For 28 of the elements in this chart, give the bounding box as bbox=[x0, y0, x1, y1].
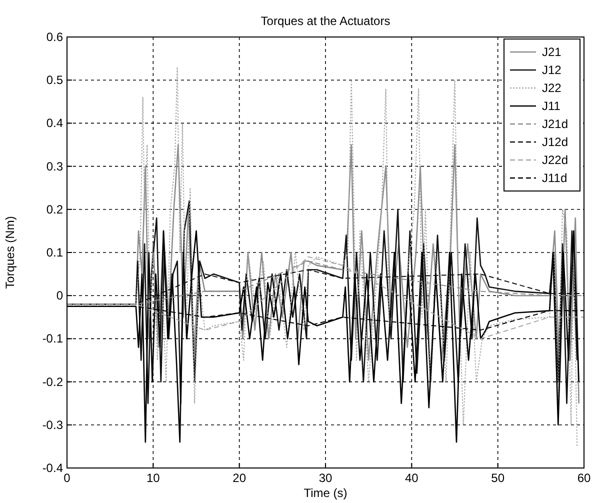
y-tick-label: 0.4 bbox=[46, 116, 64, 130]
y-tick-label: 0.6 bbox=[46, 30, 64, 44]
legend-label: J22d bbox=[542, 153, 568, 167]
x-tick-label: 50 bbox=[491, 471, 505, 485]
legend-label: J12 bbox=[542, 63, 562, 77]
y-tick-label: 0.5 bbox=[46, 73, 64, 88]
y-tick-label: 0.3 bbox=[46, 159, 64, 174]
legend-label: J12d bbox=[542, 135, 568, 149]
legend-label: J11 bbox=[542, 99, 561, 113]
x-axis-title: Time (s) bbox=[304, 486, 348, 500]
y-axis-title: Torques (Nm) bbox=[3, 216, 17, 289]
y-tick-label: 0.2 bbox=[46, 202, 64, 216]
y-tick-label: -0.1 bbox=[42, 332, 64, 346]
y-tick-label: -0.3 bbox=[42, 418, 64, 432]
x-tick-label: 10 bbox=[146, 471, 160, 485]
x-tick-label: 40 bbox=[404, 471, 419, 485]
x-tick-label: 60 bbox=[577, 471, 591, 485]
legend-label: J21 bbox=[542, 45, 562, 59]
y-tick-label: 0 bbox=[56, 288, 64, 303]
chart-title: Torques at the Actuators bbox=[260, 14, 390, 28]
y-tick-label: -0.2 bbox=[42, 374, 64, 389]
x-tick-label: 20 bbox=[232, 471, 246, 485]
legend-label: J11d bbox=[542, 171, 568, 185]
legend-label: J21d bbox=[542, 117, 568, 131]
x-tick-label: 30 bbox=[318, 471, 332, 485]
y-tick-label: 0.1 bbox=[46, 246, 64, 260]
legend-label: J22 bbox=[542, 81, 562, 95]
y-tick-label: -0.4 bbox=[42, 461, 64, 475]
